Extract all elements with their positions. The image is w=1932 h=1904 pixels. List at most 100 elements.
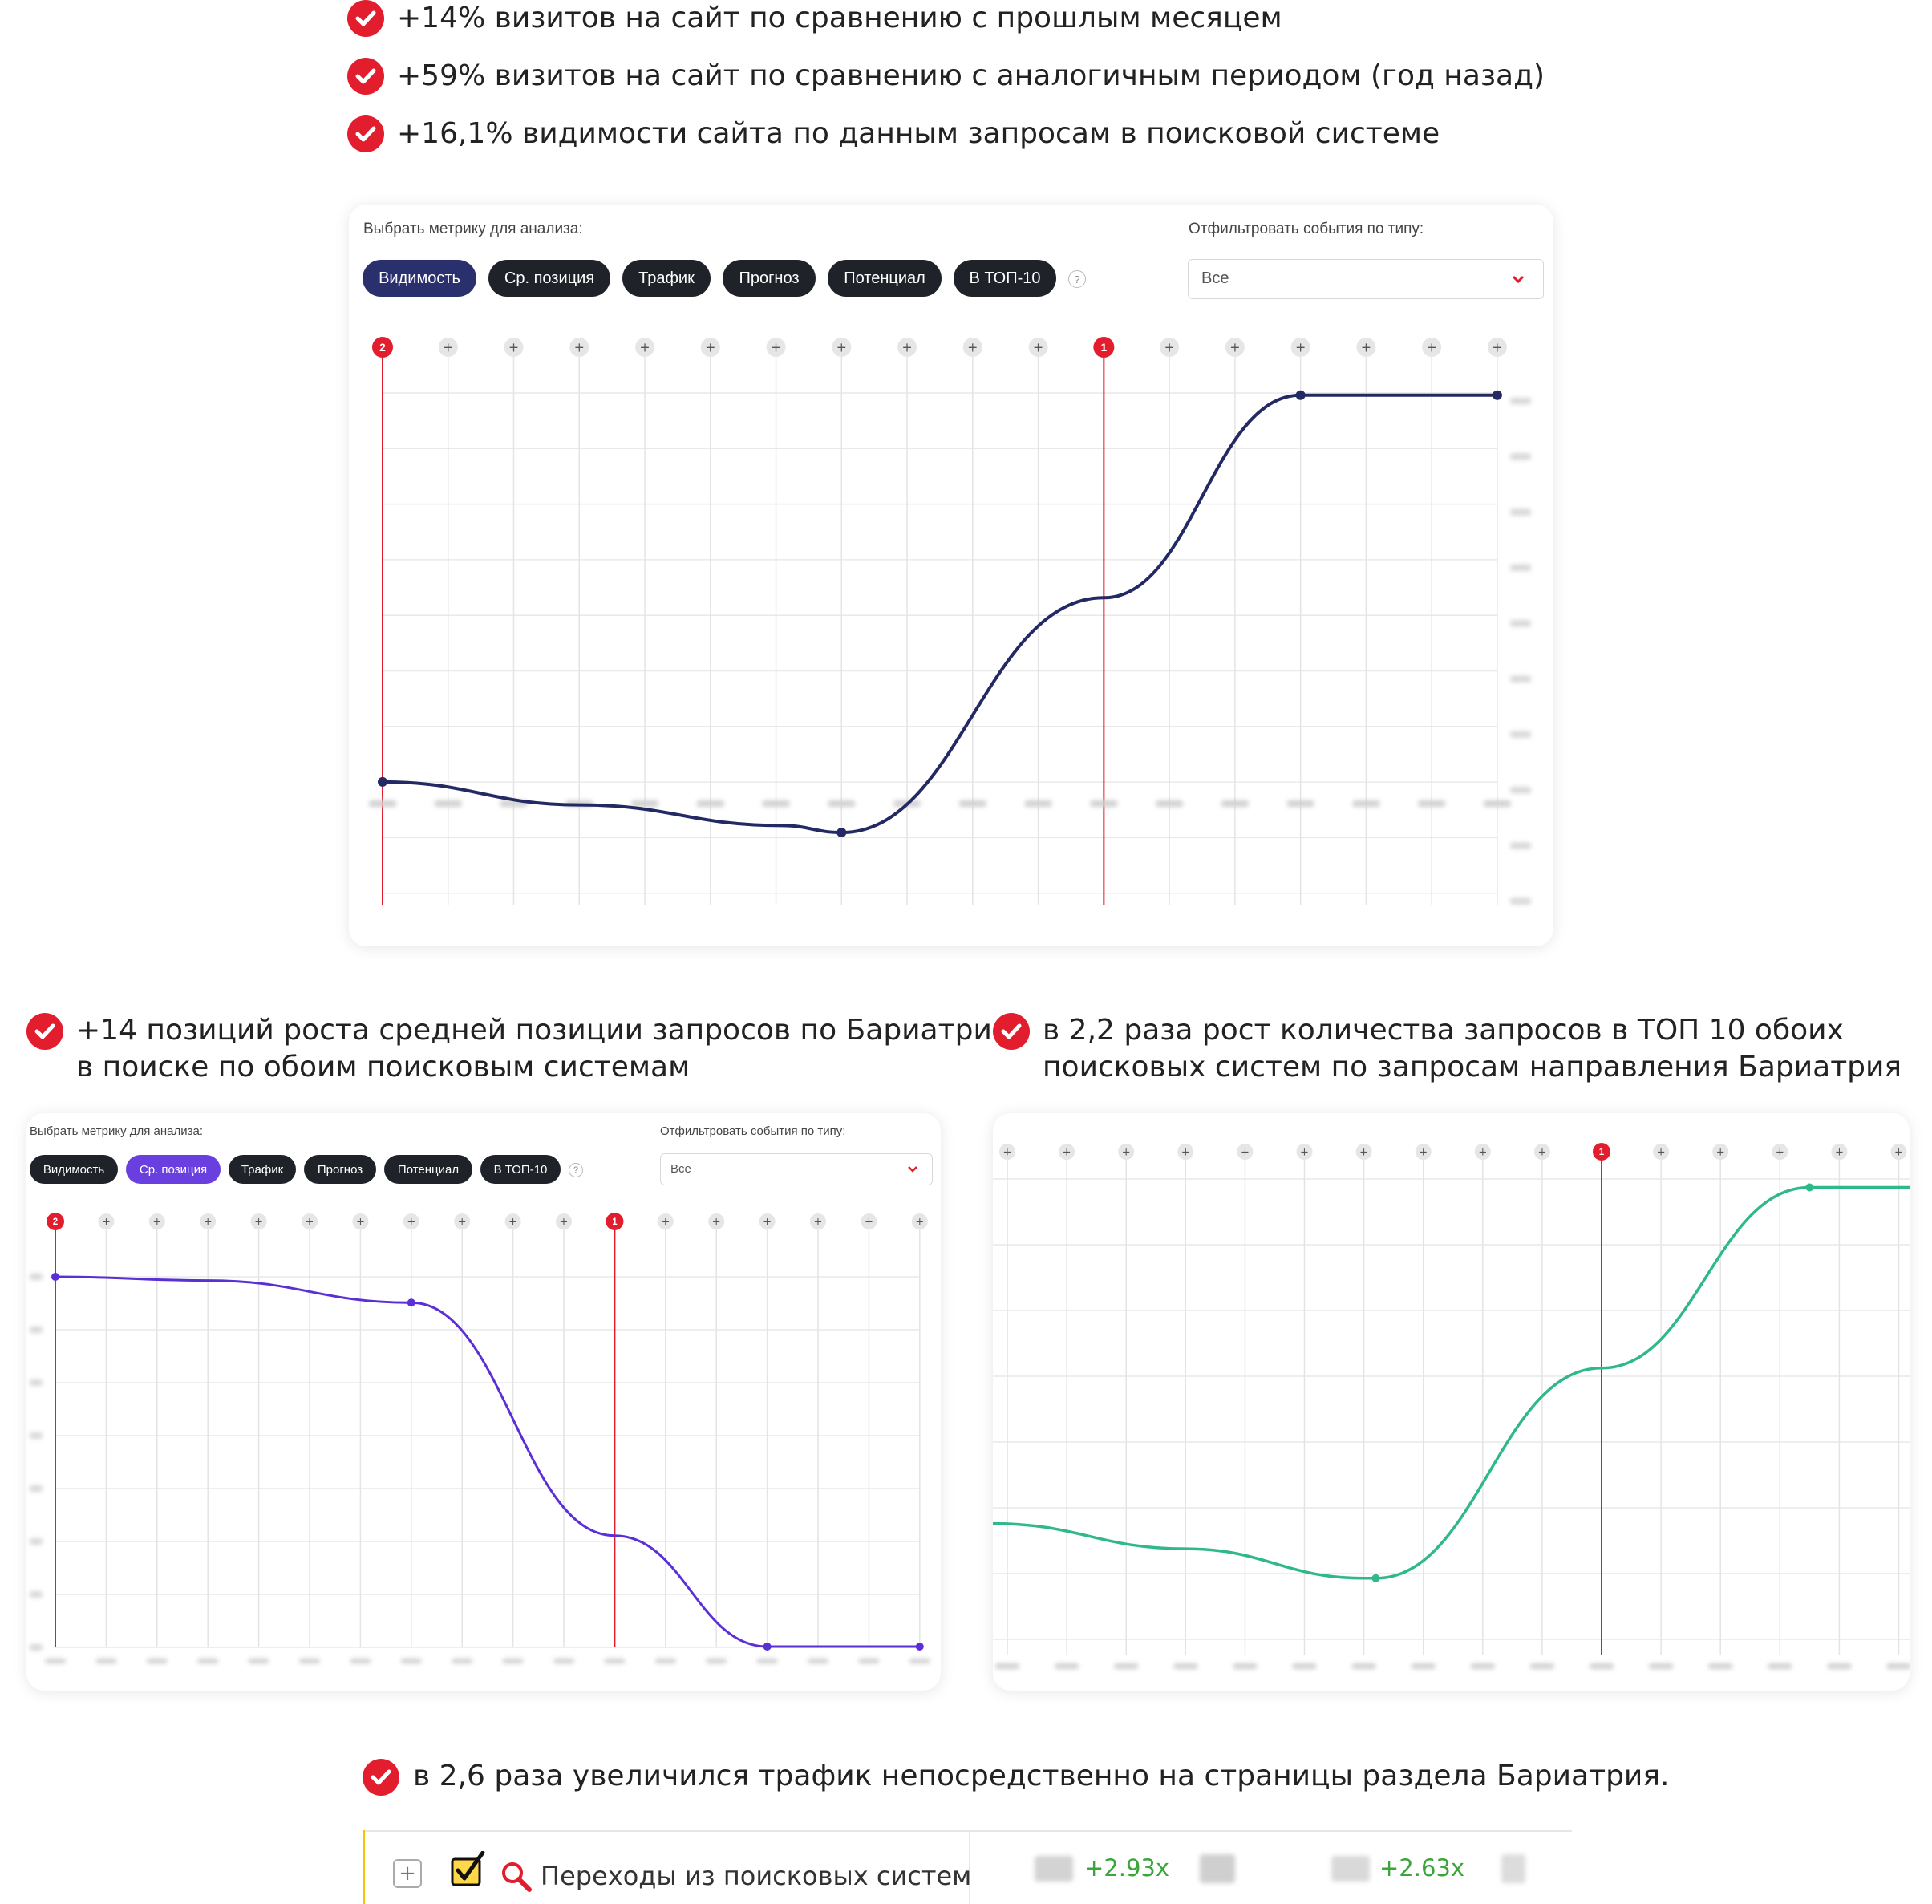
tab-potential[interactable]: Потенциал [828,260,942,297]
y-tick-label-blurred [1510,842,1531,849]
event-marker [606,1213,624,1230]
event-marker [47,1213,64,1230]
y-tick-label-blurred [30,1432,43,1439]
data-point [407,1298,415,1307]
data-point [836,828,847,838]
x-tick-label-blurred [1483,800,1511,807]
check-icon [26,1013,63,1050]
add-event-button [250,1213,267,1229]
visibility-chart: 2 + + + + + + + + + +1 + + + + + + [369,337,1531,905]
add-event-plus: + [1063,1147,1071,1159]
x-tick-label-blurred [995,1663,1019,1669]
add-event-plus: + [1359,1147,1368,1159]
add-event-button [1225,338,1245,357]
tab-potential[interactable]: Потенциал [384,1155,472,1184]
event-marker-label: 1 [1101,342,1108,354]
bullet-text: +59% визитов на сайт по сравнению с анал… [397,59,1545,92]
x-tick-label-blurred [1055,1663,1079,1669]
x-tick-label-blurred [434,800,462,807]
add-event-button [1831,1144,1848,1160]
x-tick-label-blurred [654,1659,676,1663]
add-event-plus: + [1716,1147,1725,1159]
x-tick-label-blurred [1886,1663,1910,1669]
tab-traffic[interactable]: Трафик [622,260,711,297]
add-event-button [98,1213,115,1229]
x-tick-label-blurred [1768,1663,1792,1669]
add-event-plus: + [1657,1147,1666,1159]
add-event-button [1487,338,1507,357]
x-tick-label-blurred [1286,800,1314,807]
x-tick-label-blurred [502,1659,524,1663]
x-tick-label-blurred [762,800,790,807]
blurred-value [1331,1856,1370,1882]
add-event-plus: + [814,1217,823,1229]
tab-avg-position[interactable]: Ср. позиция [488,260,610,297]
add-event-button [1422,338,1442,357]
add-event-plus: + [1419,1147,1428,1159]
x-tick-label-blurred [299,1659,320,1663]
y-tick-label-blurred [30,1485,43,1492]
tab-forecast[interactable]: Прогноз [304,1155,376,1184]
x-tick-label-blurred [146,1659,168,1663]
add-event-button [1237,1144,1254,1160]
help-icon[interactable]: ? [1068,270,1086,288]
x-tick-label-blurred [909,1659,930,1663]
expand-button[interactable]: + [393,1859,422,1888]
event-filter-select[interactable]: Все [1188,259,1544,299]
tab-top10[interactable]: В ТОП-10 [480,1155,561,1184]
add-event-button [759,1213,776,1229]
tab-visibility[interactable]: Видимость [363,260,476,297]
avg-position-panel: Выбрать метрику для анализа: Отфильтрова… [26,1113,941,1691]
add-event-button [962,338,982,357]
add-event-button [1474,1144,1491,1160]
add-event-button [1653,1144,1670,1160]
add-event-plus: + [458,1217,467,1229]
add-event-plus: + [712,1217,721,1229]
x-tick-label-blurred [1649,1663,1674,1669]
x-tick-label-blurred [1590,1663,1614,1669]
x-tick-label-blurred [1827,1663,1852,1669]
event-marker [1093,337,1115,358]
chevron-down-icon[interactable] [893,1154,932,1185]
x-tick-label-blurred [604,1659,626,1663]
add-event-button [1028,338,1048,357]
check-icon [363,1759,399,1796]
x-tick-label-blurred [1352,800,1380,807]
help-icon[interactable]: ? [569,1163,583,1177]
event-marker-label: 1 [612,1217,618,1227]
x-tick-label-blurred [631,800,659,807]
tab-forecast[interactable]: Прогноз [723,260,816,297]
y-tick-label-blurred [1510,398,1531,404]
add-event-button [403,1213,419,1229]
data-point [763,1643,772,1651]
search-icon [500,1861,533,1893]
add-event-plus: + [1033,340,1043,354]
check-icon [347,115,384,152]
tab-top10[interactable]: В ТОП-10 [954,260,1056,297]
tab-visibility[interactable]: Видимость [30,1155,118,1184]
event-marker [1593,1143,1610,1161]
add-event-button [897,338,917,357]
tab-avg-position[interactable]: Ср. позиция [126,1155,221,1184]
add-event-button [1355,1144,1372,1160]
y-tick-label-blurred [1510,675,1531,683]
x-tick-label-blurred [808,1659,828,1663]
event-filter-select[interactable]: Все [660,1153,933,1185]
add-event-button [302,1213,318,1229]
add-event-button [708,1213,725,1229]
top10-chart: + + + + + + + + + +1 + + + + + [993,1143,1910,1669]
chevron-down-icon[interactable] [1493,260,1543,298]
event-marker-label: 2 [379,342,386,354]
tab-traffic[interactable]: Трафик [229,1155,296,1184]
checkbox-checked[interactable] [451,1851,485,1886]
filter-label: Отфильтровать события по типу: [1189,221,1424,237]
add-event-plus: + [915,1217,924,1229]
series-line [55,1275,920,1648]
data-point [915,1643,924,1651]
add-event-plus: + [407,1217,415,1229]
add-event-plus: + [1492,340,1502,354]
growth-value-2: +2.63x [1379,1854,1465,1882]
blurred-value [1035,1856,1073,1882]
x-tick-label-blurred [1418,800,1446,807]
add-event-button [454,1213,471,1229]
